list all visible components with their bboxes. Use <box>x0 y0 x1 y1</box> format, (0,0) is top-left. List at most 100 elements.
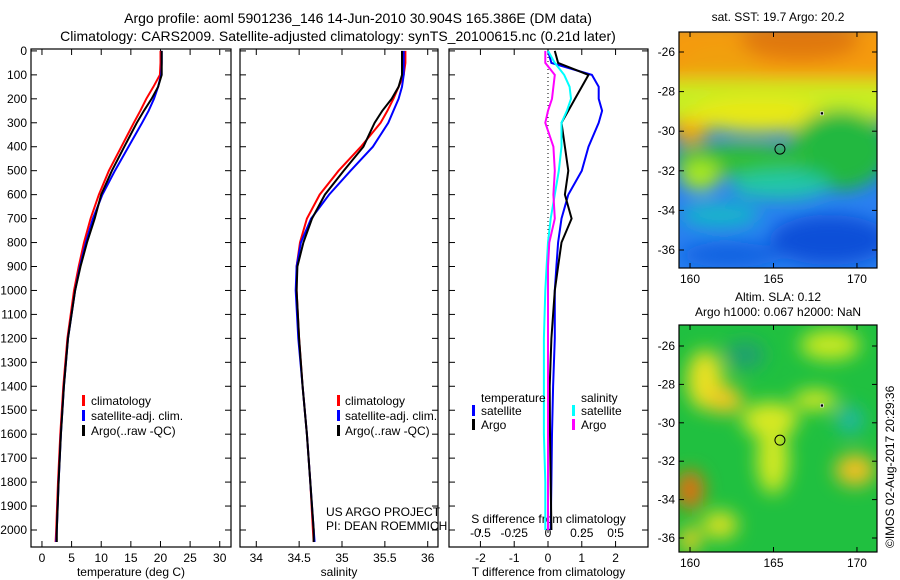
difference-panel: -2 -1 0 1 2T difference from climatology -0.5… <box>448 48 649 579</box>
y-tick-label: 1600 <box>0 427 27 441</box>
x-tick-label: 30 <box>213 551 227 565</box>
legend-satellite: satellite-adj. clim. <box>345 409 437 423</box>
x-tick-label: 15 <box>124 551 138 565</box>
map-y-tick-label: -32 <box>658 454 676 468</box>
y-tick-label: 1100 <box>1 307 27 321</box>
y-tick-label: 1500 <box>0 403 27 417</box>
map-y-tick-label: -34 <box>658 203 676 217</box>
temperature-frame <box>30 48 232 548</box>
legend-satellite: satellite-adj. clim. <box>91 409 183 423</box>
legend-s-satellite: satellite <box>581 404 622 418</box>
y-tick-label: 200 <box>7 92 27 106</box>
y-tick-label: 900 <box>7 260 27 274</box>
y-tick-label: 1000 <box>0 283 27 297</box>
y-tick-label: 300 <box>7 116 27 130</box>
copyright-timestamp: ©IMOS 02-Aug-2017 20:29:36 <box>883 385 897 548</box>
profile-location-marker <box>774 434 786 446</box>
y-tick-label: 1300 <box>0 355 27 369</box>
legend-swatch-climatology <box>337 395 340 406</box>
x-tick-label: 0 <box>545 551 552 565</box>
legend-swatch-satellite <box>337 410 340 421</box>
series-Argo-raw-QC- <box>55 50 163 542</box>
legend-swatch-s-argo <box>572 419 575 430</box>
x-tick-label: 5 <box>68 551 75 565</box>
x-axis-label: salinity <box>321 565 358 579</box>
difference-legend: temperature satellite Argo salinity sate… <box>472 391 622 432</box>
other-float-marker <box>820 111 824 116</box>
map-y-tick-label: -26 <box>658 45 676 59</box>
y-tick-label: 700 <box>7 212 27 226</box>
sst-map-title: sat. SST: 19.7 Argo: 20.2 <box>712 10 845 24</box>
y-tick-label: 400 <box>7 140 27 154</box>
legend-swatch-s-satellite <box>572 405 575 416</box>
x2-tick-label: 0.25 <box>570 526 594 540</box>
sla-map-title: Altim. SLA: 0.12 <box>735 290 821 304</box>
map-x-tick-label: 165 <box>763 556 783 570</box>
y-tick-label: 600 <box>7 188 27 202</box>
figure-title-line2: Climatology: CARS2009. Satellite-adjuste… <box>60 28 616 44</box>
profile-panels: 0100200300400500600700800900100011001200… <box>0 44 649 579</box>
salinity-frame <box>239 48 439 548</box>
legend-t-satellite: satellite <box>481 404 522 418</box>
x2-tick-label: -0.25 <box>501 526 529 540</box>
map-x-tick-label: 165 <box>763 272 783 286</box>
series-Argo-raw-QC- <box>295 50 403 542</box>
y-tick-label: 1900 <box>0 499 27 513</box>
y-tick-label: 500 <box>7 164 27 178</box>
map-y-tick-label: -32 <box>658 164 676 178</box>
legend-swatch-argo <box>82 425 85 436</box>
x-tick-label: -1 <box>509 551 520 565</box>
x-tick-label: 25 <box>183 551 197 565</box>
series-temperature-Argo <box>548 50 590 531</box>
figure-title-line1: Argo profile: aoml 5901236_146 14-Jun-20… <box>124 10 592 26</box>
legend-argo: Argo(..raw -QC) <box>345 424 430 438</box>
x2-tick-label: 0 <box>545 526 552 540</box>
x-tick-label: 20 <box>154 551 168 565</box>
legend-swatch-t-argo <box>472 419 475 430</box>
legend-argo: Argo(..raw -QC) <box>91 424 176 438</box>
series-salinity-satellite <box>542 50 573 530</box>
map-x-tick-label: 160 <box>680 272 700 286</box>
y-tick-label: 1200 <box>0 331 27 345</box>
x-tick-label: 34.5 <box>287 551 311 565</box>
map-y-tick-label: -36 <box>658 243 676 257</box>
x-tick-label: 35.5 <box>373 551 397 565</box>
map-x-tick-label: 170 <box>847 556 867 570</box>
y-tick-label: 800 <box>7 236 27 250</box>
difference-frame <box>448 48 649 548</box>
y-tick-label: 2000 <box>0 523 27 537</box>
salinity-legend: climatology satellite-adj. clim. Argo(..… <box>337 394 437 438</box>
legend-salinity-heading: salinity <box>581 391 618 405</box>
x-tick-label: -2 <box>475 551 486 565</box>
legend-swatch-satellite <box>82 410 85 421</box>
y-tick-label: 1800 <box>0 475 27 489</box>
x-tick-label: 35 <box>335 551 349 565</box>
salinity-panel: 34 34.5 35 35.5 36 salinity <box>239 48 439 579</box>
legend-climatology: climatology <box>345 394 405 408</box>
legend-climatology: climatology <box>91 394 151 408</box>
x-tick-label: 0 <box>39 551 46 565</box>
x-tick-label: 2 <box>612 551 619 565</box>
temperature-panel: 0100200300400500600700800900100011001200… <box>0 44 232 579</box>
y-tick-label: 1700 <box>0 451 27 465</box>
legend-t-argo: Argo <box>481 418 507 432</box>
map-y-tick-label: -34 <box>658 493 676 507</box>
sla-map: Altim. SLA: 0.12 Argo h1000: 0.067 h2000… <box>678 290 878 553</box>
project-name: US ARGO PROJECT <box>326 505 441 519</box>
legend-temperature-heading: temperature <box>481 391 546 405</box>
map-y-tick-label: -28 <box>658 377 676 391</box>
x2-tick-label: -0.5 <box>470 526 491 540</box>
sst-map: sat. SST: 19.7 Argo: 20.2 <box>678 10 878 269</box>
sla-map-subtitle: Argo h1000: 0.067 h2000: NaN <box>695 305 861 319</box>
x-tick-label: 34 <box>250 551 264 565</box>
map-y-tick-label: -30 <box>658 124 676 138</box>
series-temperature-satellite <box>547 50 604 531</box>
y-tick-label: 1400 <box>0 379 27 393</box>
temperature-legend: climatology satellite-adj. clim. Argo(..… <box>82 394 183 438</box>
legend-swatch-t-satellite <box>472 405 475 416</box>
legend-swatch-climatology <box>82 395 85 406</box>
map-x-tick-label: 160 <box>680 556 700 570</box>
map-y-tick-label: -26 <box>658 339 676 353</box>
x-tick-label: 10 <box>95 551 109 565</box>
